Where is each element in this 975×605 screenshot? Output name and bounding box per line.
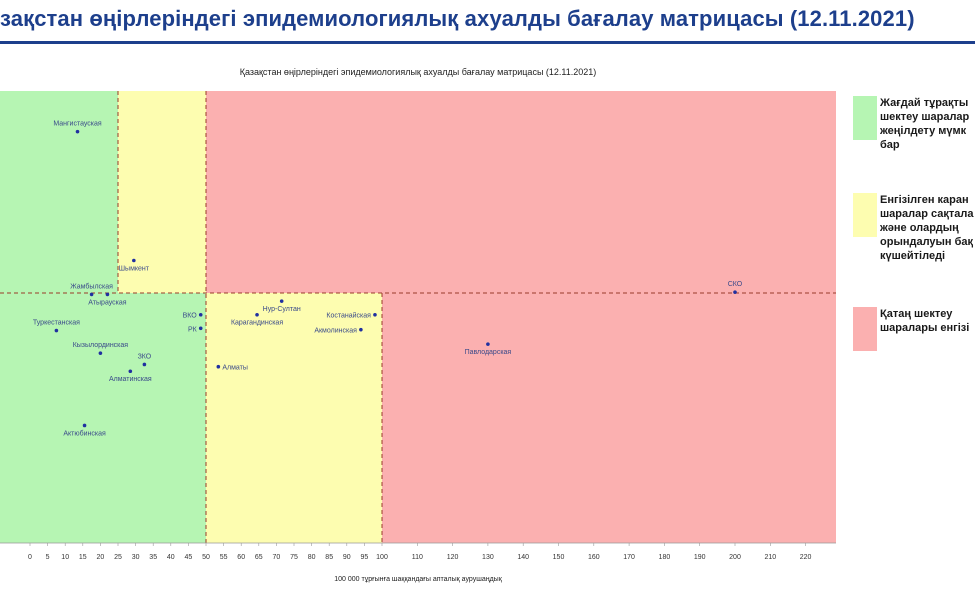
- data-label: Карагандинская: [231, 320, 283, 327]
- data-point: [128, 369, 133, 374]
- x-tick-label: 10: [61, 554, 69, 561]
- data-point: [142, 362, 147, 367]
- x-tick-label: 30: [132, 554, 140, 561]
- data-point: [54, 328, 59, 333]
- data-label: Нур-Султан: [263, 306, 301, 313]
- x-tick-label: 120: [447, 554, 459, 561]
- legend-swatch-yellow: [853, 193, 877, 237]
- zone-lower-yellow: [206, 293, 382, 543]
- x-tick-label: 85: [325, 554, 333, 561]
- x-tick-label: 0: [28, 554, 32, 561]
- data-label: Актюбинская: [63, 429, 106, 437]
- x-tick-label: 95: [361, 554, 369, 561]
- x-tick-label: 25: [114, 554, 122, 561]
- x-tick-label: 220: [800, 554, 812, 561]
- data-label: Костанайская: [326, 312, 371, 320]
- x-tick-label: 110: [412, 554, 423, 561]
- x-tick-label: 75: [290, 554, 298, 561]
- legend-label-green: Жағдай тұрақты шектеу шаралар жеңілдету …: [880, 97, 970, 151]
- data-point: [75, 129, 80, 134]
- x-tick-label: 130: [482, 554, 494, 561]
- data-label: РК: [188, 326, 198, 333]
- data-label: Алматинская: [109, 376, 152, 383]
- legend-label-red: Қатаң шектеу шаралары енгізі: [880, 308, 970, 334]
- data-point: [359, 327, 363, 332]
- x-tick-label: 100: [376, 554, 388, 561]
- page-title: зақстан өңірлеріндегі эпидемиологиялық а…: [0, 6, 915, 31]
- x-tick-label: 70: [273, 554, 281, 561]
- x-tick-label: 210: [764, 554, 776, 561]
- x-tick-label: 5: [46, 554, 50, 561]
- x-tick-label: 180: [659, 554, 671, 561]
- zone-upper-red: [206, 91, 836, 293]
- threshold-lines: [0, 91, 836, 543]
- data-point: [198, 312, 203, 317]
- x-tick-label: 35: [149, 554, 157, 561]
- zones-layer: [0, 91, 836, 543]
- x-tick-label: 90: [343, 554, 351, 561]
- x-tick-label: 55: [220, 554, 228, 561]
- data-label: Мангистауская: [53, 121, 102, 128]
- data-label: Туркестанская: [33, 320, 80, 327]
- data-point: [89, 292, 94, 297]
- chart: Қазақстан өңірлеріндегі эпидемиологиялық…: [0, 48, 850, 600]
- points-layer: Мангистауская Шымкент Жамбылская Атырауская…: [33, 121, 743, 438]
- x-tick-label: 140: [517, 554, 529, 561]
- x-tick-label: 190: [694, 554, 706, 561]
- data-label: Атырауская: [88, 299, 126, 306]
- data-label: Акмолинская: [314, 328, 357, 335]
- data-point: [82, 423, 87, 428]
- x-axis: 0 5 10 15 20 25 30 35 40 45 50 55 60 65 70 75 80 85 90 95 10…: [0, 542, 836, 561]
- data-point: [105, 292, 110, 297]
- zone-upper-green: [0, 91, 118, 293]
- x-tick-label: 50: [202, 554, 210, 561]
- data-label: Жамбылская: [70, 282, 113, 290]
- x-tick-label: 20: [97, 554, 105, 561]
- data-label: Павлодарская: [465, 349, 512, 356]
- data-label: Алматы: [222, 365, 248, 372]
- x-axis-label: 100 000 тұрғынға шаққандағы апталық ауру…: [334, 576, 502, 583]
- data-point: [255, 312, 259, 317]
- legend-swatch-green: [853, 96, 877, 140]
- zone-lower-red: [382, 293, 836, 543]
- x-tick-label: 160: [588, 554, 600, 561]
- data-point: [98, 351, 103, 355]
- x-tick-label: 170: [623, 554, 635, 561]
- data-label: СКО: [728, 281, 743, 288]
- zone-lower-green: [0, 293, 206, 543]
- x-tick-label: 60: [237, 554, 245, 561]
- data-point: [216, 364, 221, 369]
- chart-svg: Қазақстан өңірлеріндегі эпидемиологиялық…: [0, 67, 836, 583]
- legend-swatch-red: [853, 307, 877, 351]
- zone-upper-yellow: [118, 91, 206, 293]
- x-tick-label: 65: [255, 554, 263, 561]
- x-tick-label: 80: [308, 554, 316, 561]
- data-point: [733, 290, 737, 294]
- data-point: [279, 299, 284, 303]
- data-point: [373, 312, 377, 317]
- data-label: ЗКО: [138, 353, 152, 360]
- x-tick-label: 200: [729, 554, 741, 561]
- legend-label-yellow: Енгізілген каран шаралар сақтала және ол…: [880, 194, 974, 262]
- data-point: [198, 326, 203, 331]
- x-tick-label: 45: [185, 554, 193, 561]
- x-tick-label: 150: [553, 554, 565, 561]
- x-tick-label: 15: [79, 554, 87, 561]
- data-label: Кызылординская: [73, 342, 129, 349]
- x-tick-label: 40: [167, 554, 175, 561]
- data-label: ВКО: [183, 313, 198, 320]
- title-rule: [0, 41, 975, 44]
- data-label: Шымкент: [119, 266, 150, 273]
- data-point: [132, 258, 136, 263]
- chart-title: Қазақстан өңірлеріндегі эпидемиологиялық…: [240, 67, 597, 77]
- data-point: [486, 342, 490, 346]
